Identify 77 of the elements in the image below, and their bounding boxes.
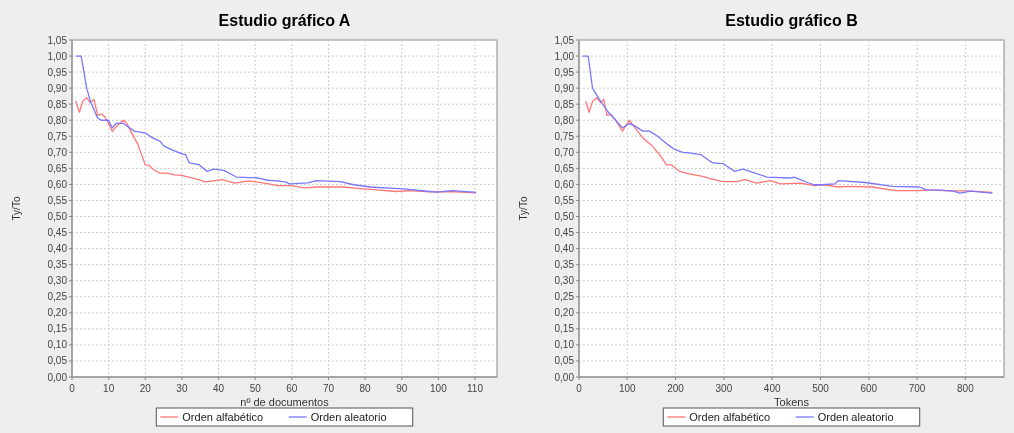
y-tick-label: 0,75 xyxy=(554,130,575,142)
y-tick-label: 0,20 xyxy=(554,307,575,319)
y-tick-label: 0,30 xyxy=(554,275,575,287)
y-tick-label: 0,50 xyxy=(47,211,68,223)
y-tick-label: 0,45 xyxy=(47,227,68,239)
y-tick-label: 0,60 xyxy=(47,178,68,190)
x-tick-label: 20 xyxy=(139,383,152,394)
x-tick-label: 200 xyxy=(667,383,685,394)
y-tick-label: 0,25 xyxy=(554,291,575,303)
line-series xyxy=(75,55,477,194)
y-tick-label: 0,40 xyxy=(47,243,68,255)
x-tick-label: 100 xyxy=(430,383,448,394)
legend-label: Orden alfabético xyxy=(689,411,771,423)
x-tick-label: 0 xyxy=(576,383,583,394)
x-axis-title: nº de documentos xyxy=(240,396,330,408)
y-tick-label: 0,90 xyxy=(554,82,575,94)
y-tick-label: 0,20 xyxy=(47,307,68,319)
y-tick-label: 0,55 xyxy=(554,194,575,206)
legend-label: Orden aleatorio xyxy=(310,411,387,423)
y-tick-label: 0,70 xyxy=(47,146,68,158)
y-tick-label: 0,65 xyxy=(47,162,68,174)
legend-label: Orden aleatorio xyxy=(817,411,894,423)
y-tick-label: 1,05 xyxy=(554,34,575,46)
y-tick-label: 0,35 xyxy=(47,259,68,271)
x-tick-label: 40 xyxy=(212,383,225,394)
y-tick-label: 0,15 xyxy=(554,323,575,335)
x-tick-label: 50 xyxy=(249,383,262,394)
y-tick-label: 0,35 xyxy=(554,259,575,271)
x-tick-label: 80 xyxy=(359,383,372,394)
y-axis-title: Ty/To xyxy=(11,196,22,221)
y-tick-label: 1,00 xyxy=(554,50,575,62)
y-tick-label: 0,95 xyxy=(554,66,575,78)
x-tick-label: 500 xyxy=(812,383,830,394)
y-tick-label: 0,45 xyxy=(554,227,575,239)
x-tick-label: 700 xyxy=(908,383,926,394)
chart-title: Estudio gráfico B xyxy=(725,12,858,29)
chart-title: Estudio gráfico A xyxy=(218,12,351,29)
y-tick-label: 0,30 xyxy=(47,275,68,287)
y-tick-label: 0,40 xyxy=(554,243,575,255)
x-tick-label: 400 xyxy=(763,383,781,394)
y-tick-label: 0,00 xyxy=(47,371,68,383)
x-tick-label: 30 xyxy=(176,383,188,394)
y-tick-label: 0,95 xyxy=(47,66,68,78)
y-tick-label: 0,15 xyxy=(47,323,68,335)
x-tick-label: 10 xyxy=(103,383,115,394)
y-tick-label: 0,85 xyxy=(554,98,575,110)
y-tick-label: 0,25 xyxy=(47,291,68,303)
y-tick-label: 1,00 xyxy=(47,50,68,62)
y-tick-label: 0,50 xyxy=(554,211,575,223)
y-tick-label: 0,85 xyxy=(47,98,68,110)
y-tick-label: 0,75 xyxy=(47,130,68,142)
x-tick-label: 300 xyxy=(715,383,733,394)
line-series xyxy=(581,55,994,194)
y-tick-label: 0,80 xyxy=(47,114,68,126)
x-tick-label: 60 xyxy=(286,383,298,394)
x-tick-label: 110 xyxy=(467,383,484,394)
x-tick-label: 800 xyxy=(957,383,975,394)
y-tick-label: 0,65 xyxy=(554,162,575,174)
y-axis-title: Ty/To xyxy=(518,196,529,221)
x-axis-title: Tokens xyxy=(774,396,810,408)
y-tick-label: 0,70 xyxy=(554,146,575,158)
y-tick-label: 0,80 xyxy=(554,114,575,126)
x-tick-label: 0 xyxy=(69,383,76,394)
y-tick-label: 1,05 xyxy=(47,34,68,46)
y-tick-label: 0,55 xyxy=(47,194,68,206)
y-tick-label: 0,05 xyxy=(47,355,68,367)
y-tick-label: 0,10 xyxy=(554,339,575,351)
x-tick-label: 600 xyxy=(860,383,878,394)
y-tick-label: 0,00 xyxy=(554,371,575,383)
x-tick-label: 100 xyxy=(618,383,637,394)
x-tick-label: 90 xyxy=(396,383,408,394)
y-tick-label: 0,05 xyxy=(554,355,575,367)
x-tick-label: 70 xyxy=(322,383,335,394)
y-tick-label: 0,90 xyxy=(47,82,68,94)
y-tick-label: 0,60 xyxy=(554,178,575,190)
y-tick-label: 0,10 xyxy=(47,339,68,351)
legend-label: Orden alfabético xyxy=(182,411,264,423)
